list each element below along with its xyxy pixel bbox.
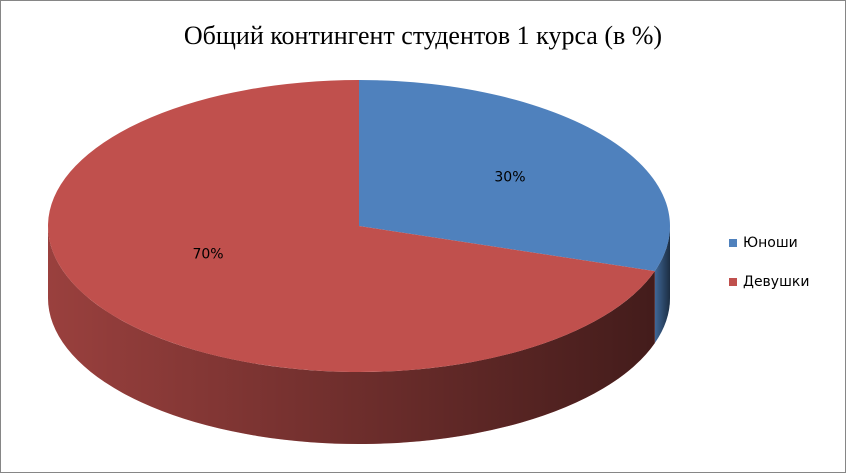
legend-swatch bbox=[729, 278, 737, 286]
slice bbox=[359, 80, 670, 272]
slice bbox=[47, 80, 655, 372]
legend-label: Девушки bbox=[743, 274, 809, 290]
slice-side-shade bbox=[48, 226, 655, 444]
legend-swatch bbox=[729, 239, 737, 247]
chart-title: Общий контингент студентов 1 курса (в %) bbox=[184, 21, 662, 50]
slice-side-shade bbox=[654, 226, 670, 344]
data-label: 70% bbox=[192, 247, 223, 263]
data-label: 30% bbox=[494, 169, 525, 185]
legend-label: Юноши bbox=[743, 235, 798, 251]
